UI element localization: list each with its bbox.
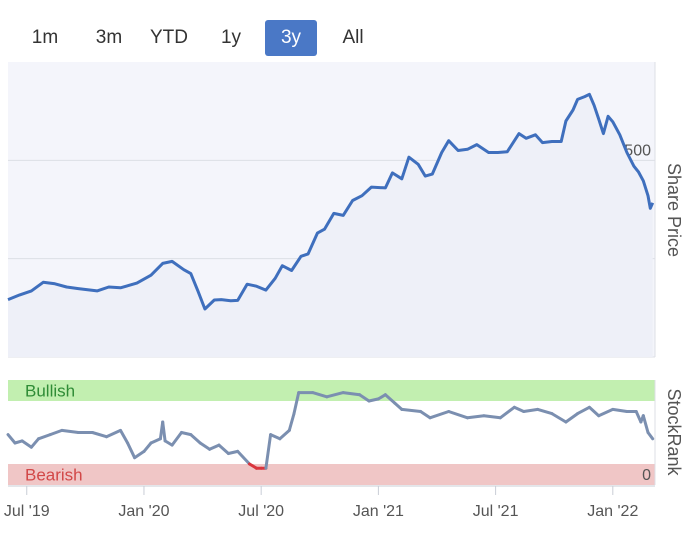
rank-series-segment: [133, 449, 146, 460]
rank-series-segment: [341, 391, 362, 397]
x-tick-label: Jan '22: [587, 503, 638, 520]
x-tick-label: Jan '20: [118, 503, 169, 520]
rank-series-segment: [311, 391, 329, 399]
price-axis-title: Share Price: [664, 163, 684, 257]
rank-series-segment: [367, 397, 380, 403]
rank-series-segment: [292, 391, 301, 416]
rank-series-segment: [6, 433, 17, 445]
rank-series-segment: [48, 428, 64, 437]
rank-series-segment: [29, 437, 40, 449]
rank-series-segment: [498, 405, 516, 420]
rank-series-segment: [428, 410, 451, 420]
rank-series-segment: [180, 431, 193, 437]
x-tick-label: Jul '21: [473, 503, 519, 520]
bullish-label: Bullish: [25, 382, 75, 401]
rank-series-segment: [587, 405, 601, 418]
rank-series-segment: [149, 437, 162, 445]
rank-series-segment: [536, 407, 554, 416]
bearish-label: Bearish: [25, 466, 83, 485]
rank-series-segment: [641, 414, 650, 434]
rank-series-segment: [512, 405, 526, 413]
rank-series-segment: [198, 441, 212, 451]
rank-axis-title: StockRank: [664, 388, 684, 476]
rank-series-segment: [383, 393, 397, 405]
bearish-band: [8, 464, 655, 485]
x-tick-label: Jul '20: [238, 503, 284, 520]
rank-series-segment: [447, 410, 469, 420]
rank-series-segment: [126, 441, 137, 460]
x-tick-label: Jan '21: [353, 503, 404, 520]
rank-series-segment: [278, 428, 291, 441]
rank-tick-label: 0: [642, 467, 651, 484]
rank-series-segment: [466, 414, 486, 420]
rank-series-segment: [217, 443, 230, 455]
range-tab-3y[interactable]: 3y: [265, 20, 317, 56]
rank-series-segment: [90, 431, 108, 439]
rank-series-segment: [287, 412, 296, 432]
rank-series-segment: [400, 407, 423, 413]
rank-series-segment: [226, 449, 240, 455]
bullish-band: [8, 380, 655, 401]
rank-series-segment: [576, 405, 591, 416]
rank-series-segment: [105, 428, 122, 439]
rank-series-segment: [208, 443, 221, 451]
rank-series-segment: [325, 391, 345, 399]
range-tab-3m[interactable]: 3m: [95, 27, 123, 48]
range-tab-ytd[interactable]: YTD: [150, 27, 188, 48]
price-tick-label: 500: [624, 142, 651, 159]
price-series-line: [7, 92, 655, 311]
rank-series-segment: [611, 407, 629, 413]
rank-series-segment: [393, 401, 404, 411]
rank-series-segment: [37, 433, 52, 441]
price-area: [8, 94, 653, 358]
range-tab-1m[interactable]: 1m: [31, 27, 59, 48]
rank-series-segment: [269, 433, 282, 441]
rank-series-segment: [522, 407, 540, 413]
rank-series-segment: [119, 428, 130, 445]
range-tab-all[interactable]: All: [342, 27, 364, 48]
x-tick-label: Jul '19: [4, 503, 50, 520]
rank-series-segment: [170, 431, 183, 447]
rank-series-segment: [264, 433, 273, 470]
rank-series-segment: [161, 420, 167, 443]
rank-series-segment: [358, 393, 371, 403]
rank-series-segment: [564, 412, 580, 424]
rank-series-segment: [236, 449, 251, 466]
rank-series-segment: [419, 410, 432, 420]
rank-series-segment: [597, 407, 615, 418]
rank-series-segment: [482, 414, 502, 420]
rank-series-segment: [189, 433, 202, 445]
rank-series-segment: [20, 439, 33, 449]
rank-series-segment: [550, 412, 568, 424]
rank-series-segment: [646, 431, 655, 441]
range-tab-1y[interactable]: 1y: [220, 27, 242, 48]
rank-series-segment: [142, 441, 153, 453]
rank-series-segment: [60, 428, 80, 434]
